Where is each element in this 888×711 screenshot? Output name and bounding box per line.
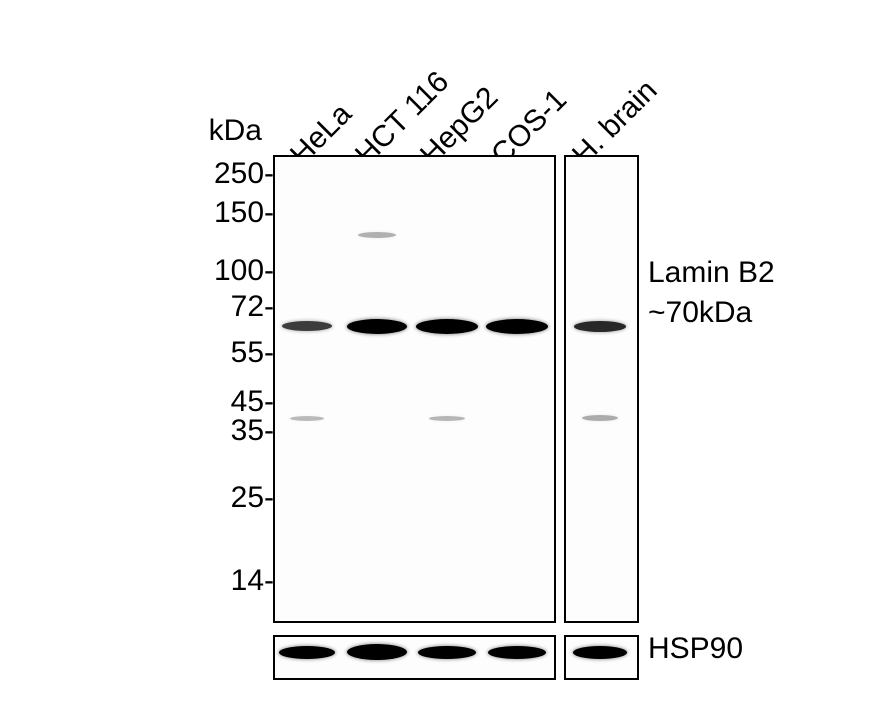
- right-label: HSP90: [648, 632, 743, 666]
- main-blot-frame-a: [273, 155, 556, 623]
- blot-band: [573, 646, 627, 659]
- figure-container: kDa 250-150-100-72-55-45-35-25-14- HeLaH…: [0, 0, 888, 711]
- mw-marker: 100-: [162, 254, 274, 288]
- mw-marker: 72-: [162, 290, 274, 324]
- mw-marker: 250-: [162, 157, 274, 191]
- blot-band: [290, 416, 324, 421]
- right-label: Lamin B2: [648, 256, 775, 290]
- blot-band: [486, 319, 548, 334]
- mw-marker: 35-: [162, 414, 274, 448]
- blot-band: [429, 416, 465, 421]
- blot-band: [347, 644, 407, 660]
- blot-band: [418, 646, 476, 659]
- kda-header: kDa: [162, 114, 262, 148]
- blot-band: [582, 415, 618, 421]
- mw-marker: 55-: [162, 336, 274, 370]
- blot-band: [347, 319, 407, 334]
- blot-band: [279, 646, 335, 659]
- main-blot-frame-b: [564, 155, 639, 623]
- blot-band: [416, 319, 478, 334]
- mw-marker: 25-: [162, 481, 274, 515]
- blot-band: [574, 321, 626, 332]
- mw-marker: 14-: [162, 564, 274, 598]
- blot-band: [488, 646, 546, 659]
- mw-marker: 150-: [162, 196, 274, 230]
- blot-band: [358, 232, 396, 238]
- blot-band: [282, 321, 332, 331]
- right-label: ~70kDa: [648, 296, 752, 330]
